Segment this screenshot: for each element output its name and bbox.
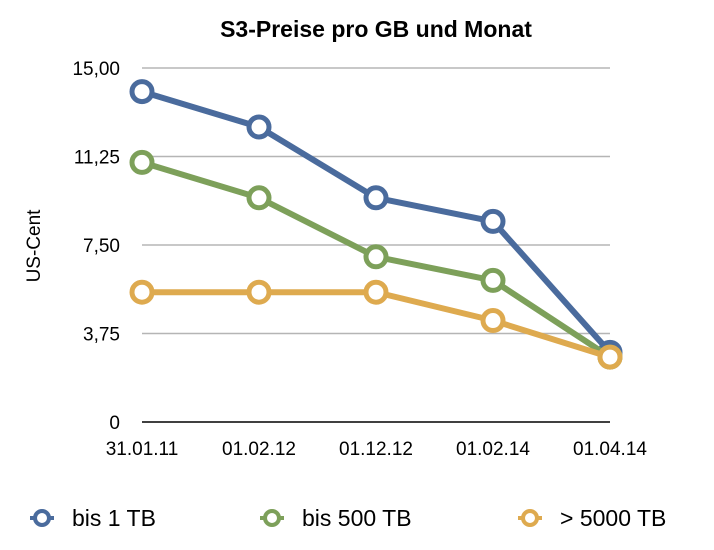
data-point: [363, 279, 389, 305]
legend-marker-icon: [263, 509, 281, 527]
y-tick-label: 3,75: [83, 325, 120, 346]
series-layer: [129, 79, 623, 370]
y-tick-labels: 0 3,75 7,50 11,25 15,00: [72, 59, 120, 434]
data-point: [246, 114, 272, 140]
y-tick-label: 7,50: [83, 236, 120, 257]
data-point: [129, 149, 155, 175]
legend-item: > 5000 TB: [518, 505, 666, 531]
y-tick-label: 11,25: [74, 148, 120, 169]
x-tick-label: 01.12.12: [339, 439, 413, 460]
x-tick-label: 31.01.11: [106, 439, 179, 460]
x-tick-label: 01.02.14: [456, 439, 530, 460]
x-tick-label: 01.04.14: [573, 439, 647, 460]
series-1: [129, 79, 623, 365]
data-point: [246, 185, 272, 211]
data-point: [480, 267, 506, 293]
data-point: [129, 279, 155, 305]
legend-label: bis 1 TB: [72, 505, 156, 531]
legend: bis 1 TB bis 500 TB > 5000 TB: [30, 505, 666, 531]
x-tick-label: 01.02.12: [222, 439, 296, 460]
y-tick-label: 15,00: [72, 59, 120, 80]
data-point: [363, 185, 389, 211]
data-point: [480, 208, 506, 234]
x-tick-labels: 31.01.11 01.02.12 01.12.12 01.02.14 01.04.14: [106, 439, 648, 460]
legend-item: bis 500 TB: [260, 505, 412, 531]
legend-label: bis 500 TB: [302, 505, 412, 531]
legend-item: bis 1 TB: [30, 505, 156, 531]
data-point: [480, 308, 506, 334]
y-axis-label: US-Cent: [24, 209, 45, 283]
data-point: [597, 344, 623, 370]
series-3: [129, 279, 623, 370]
data-point: [363, 244, 389, 270]
data-point: [129, 79, 155, 105]
legend-label: > 5000 TB: [560, 505, 666, 531]
legend-marker-icon: [521, 509, 539, 527]
y-tick-label: 0: [109, 413, 120, 434]
data-point: [246, 279, 272, 305]
legend-marker-icon: [33, 509, 51, 527]
chart-title: S3-Preise pro GB und Monat: [220, 16, 532, 42]
